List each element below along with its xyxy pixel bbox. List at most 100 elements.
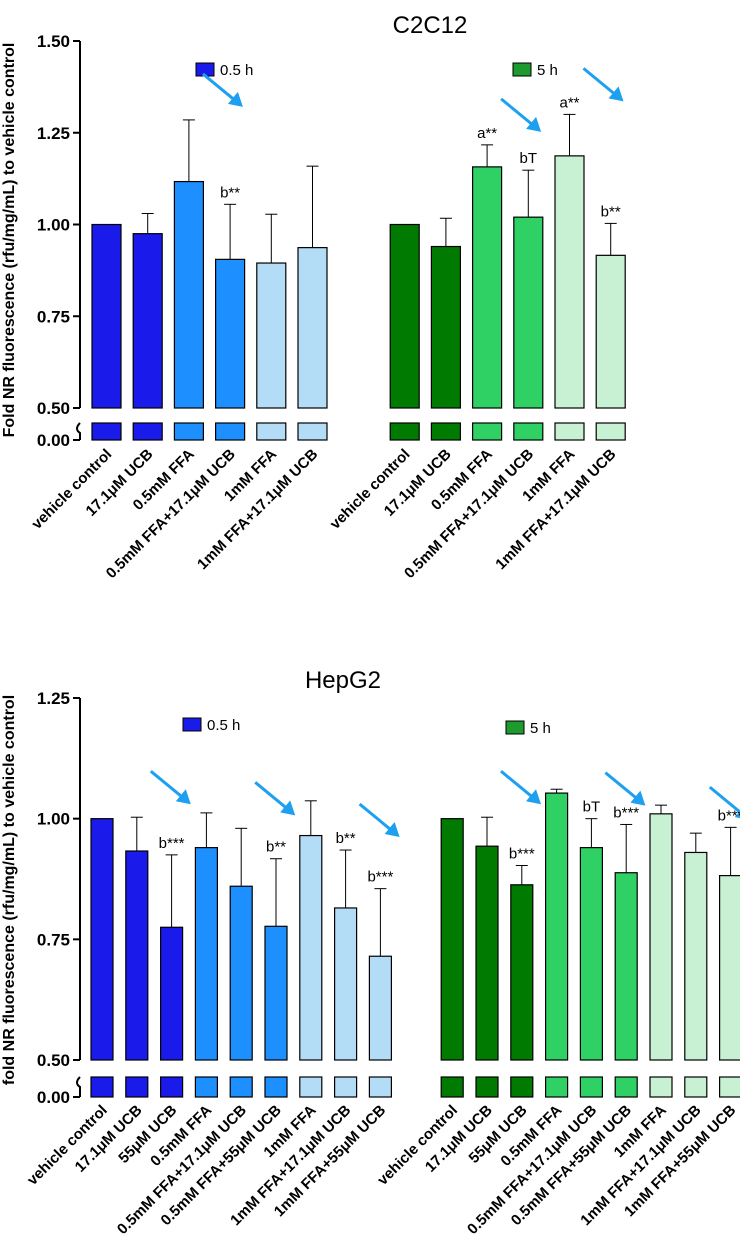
bar [91, 223, 122, 409]
bar [684, 851, 708, 1061]
y-axis-label: Fold NR fluorescence (rfu/mg/mL) to vehi… [1, 43, 18, 438]
bar-lower [297, 422, 328, 441]
chart-title: HepG2 [305, 667, 381, 694]
arrow-head-icon [227, 91, 243, 107]
y-tick-label: 0.50 [37, 1051, 70, 1070]
bar-lower [513, 422, 544, 441]
legend-label: 5 h [530, 720, 551, 737]
bar [90, 818, 114, 1061]
bar-lower [91, 422, 122, 441]
arrow-icon [500, 97, 537, 129]
y-tick-label: 1.25 [37, 124, 70, 143]
bar [256, 262, 287, 409]
bar-lower [684, 1076, 708, 1098]
legend-swatch [505, 720, 525, 735]
bar [440, 818, 464, 1061]
hepg2-chart: HepG2 fold NR fluorescence (rfu/mg/mL) to… [1, 667, 740, 1238]
bar [194, 847, 218, 1061]
bar [215, 258, 246, 409]
bar-lower [614, 1076, 638, 1098]
y-tick-label: 0.00 [37, 1088, 70, 1107]
arrow-icon [500, 770, 536, 801]
legend-swatch [512, 62, 532, 77]
arrow-head-icon [280, 800, 296, 816]
bar-lower [430, 422, 461, 441]
bar-lower [475, 1076, 499, 1098]
arrow-head-icon [630, 790, 646, 806]
bar [229, 885, 253, 1061]
bar [334, 907, 358, 1061]
significance-label: b** [336, 830, 356, 847]
y-tick-label: 1.50 [37, 32, 70, 51]
significance-label: b** [266, 839, 286, 856]
arrow-head-icon [526, 789, 541, 805]
y-tick-label: 0.75 [37, 307, 70, 326]
significance-label: b*** [718, 807, 740, 824]
bar-lower [256, 422, 287, 441]
bar-lower [334, 1076, 358, 1098]
significance-label: a** [477, 125, 497, 142]
bar [475, 845, 499, 1061]
arrow-icon [708, 785, 740, 814]
significance-label: bT [583, 799, 601, 816]
bar-lower [544, 1076, 569, 1098]
y-tick-label: 0.75 [37, 930, 70, 949]
bar-lower [160, 1076, 184, 1098]
bar [264, 925, 288, 1061]
arrow-icon [358, 802, 395, 834]
y-tick-label: 1.00 [37, 216, 70, 235]
bar [649, 813, 673, 1061]
bar [595, 254, 626, 409]
bar-lower [299, 1076, 323, 1098]
significance-label: b** [601, 203, 621, 220]
legend-swatch [182, 717, 202, 732]
bar [297, 247, 328, 409]
arrow-head-icon [734, 810, 740, 819]
bar-lower [125, 1076, 149, 1098]
significance-label: a** [559, 94, 579, 111]
bar-lower [173, 422, 204, 441]
arrow-icon [582, 67, 619, 98]
bar [160, 926, 184, 1061]
significance-label: b*** [613, 804, 639, 821]
bar-lower [472, 422, 503, 441]
c2c12-chart: C2C12 Fold NR fluorescence (rfu/mg/mL) to… [1, 12, 626, 582]
arrow-icon [201, 72, 238, 104]
bar-lower [90, 1076, 114, 1098]
bar-lower [595, 422, 626, 441]
y-axis-break [76, 1076, 81, 1097]
y-axis-break [76, 422, 81, 440]
y-tick-label: 0.50 [37, 399, 70, 418]
significance-label: b*** [367, 869, 393, 886]
bar [132, 233, 163, 409]
arrow-head-icon [175, 789, 191, 805]
bar [614, 872, 638, 1061]
y-axis-label: fold NR fluorescence (rfu/mg/mL) to vehi… [1, 695, 18, 1085]
significance-label: bT [520, 150, 538, 167]
bar [718, 875, 740, 1061]
y-tick-label: 1.00 [37, 810, 70, 829]
bar [510, 884, 534, 1061]
bar [299, 834, 323, 1061]
bar-lower [718, 1076, 740, 1098]
arrow-head-icon [608, 86, 624, 102]
bar-lower [132, 422, 163, 441]
bar [513, 216, 544, 409]
bar [430, 245, 461, 409]
significance-label: b*** [159, 835, 185, 852]
bar-lower [215, 422, 246, 441]
bar-lower [229, 1076, 253, 1098]
bar-lower [194, 1076, 218, 1098]
bar [173, 180, 204, 409]
bar-lower [510, 1076, 534, 1098]
bar [472, 166, 503, 409]
legend-label: 5 h [537, 62, 558, 79]
bar [554, 155, 585, 409]
arrow-icon [604, 771, 641, 802]
bar [544, 792, 569, 1061]
bar-lower [264, 1076, 288, 1098]
bar [125, 850, 149, 1061]
bar-lower [389, 422, 420, 441]
bar [579, 847, 604, 1061]
